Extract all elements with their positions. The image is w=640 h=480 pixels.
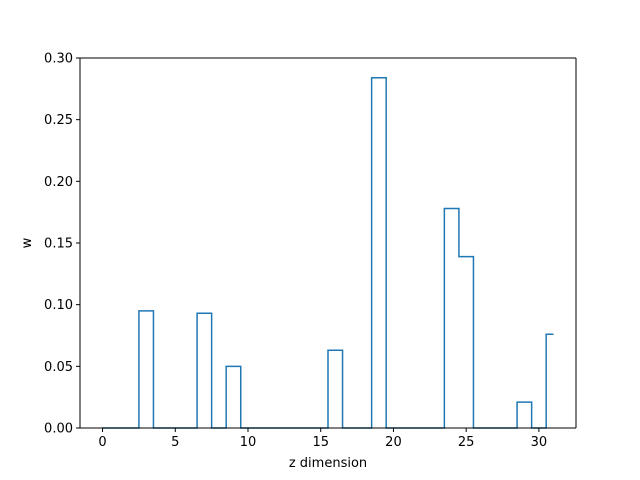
y-tick-label: 0.05 <box>44 360 73 375</box>
y-tick-label: 0.10 <box>44 298 73 313</box>
x-tick-label: 10 <box>240 435 257 450</box>
y-tick-label: 0.30 <box>44 52 73 67</box>
y-tick-label: 0.25 <box>44 113 73 128</box>
y-axis-ticks: 0.00 0.05 0.10 0.15 0.20 0.25 0.30 <box>44 52 80 437</box>
y-tick-label: 0.20 <box>44 175 73 190</box>
x-axis-label: z dimension <box>289 456 367 471</box>
y-axis-label: w <box>20 237 35 248</box>
x-tick-label: 15 <box>312 435 329 450</box>
y-tick-label: 0.15 <box>44 237 73 252</box>
x-tick-label: 25 <box>458 435 475 450</box>
x-tick-label: 20 <box>385 435 402 450</box>
x-tick-label: 5 <box>171 435 179 450</box>
x-axis-ticks: 0 5 10 15 20 25 30 <box>98 428 547 450</box>
x-tick-label: 0 <box>98 435 106 450</box>
y-tick-label: 0.00 <box>44 422 73 437</box>
x-tick-label: 30 <box>531 435 548 450</box>
